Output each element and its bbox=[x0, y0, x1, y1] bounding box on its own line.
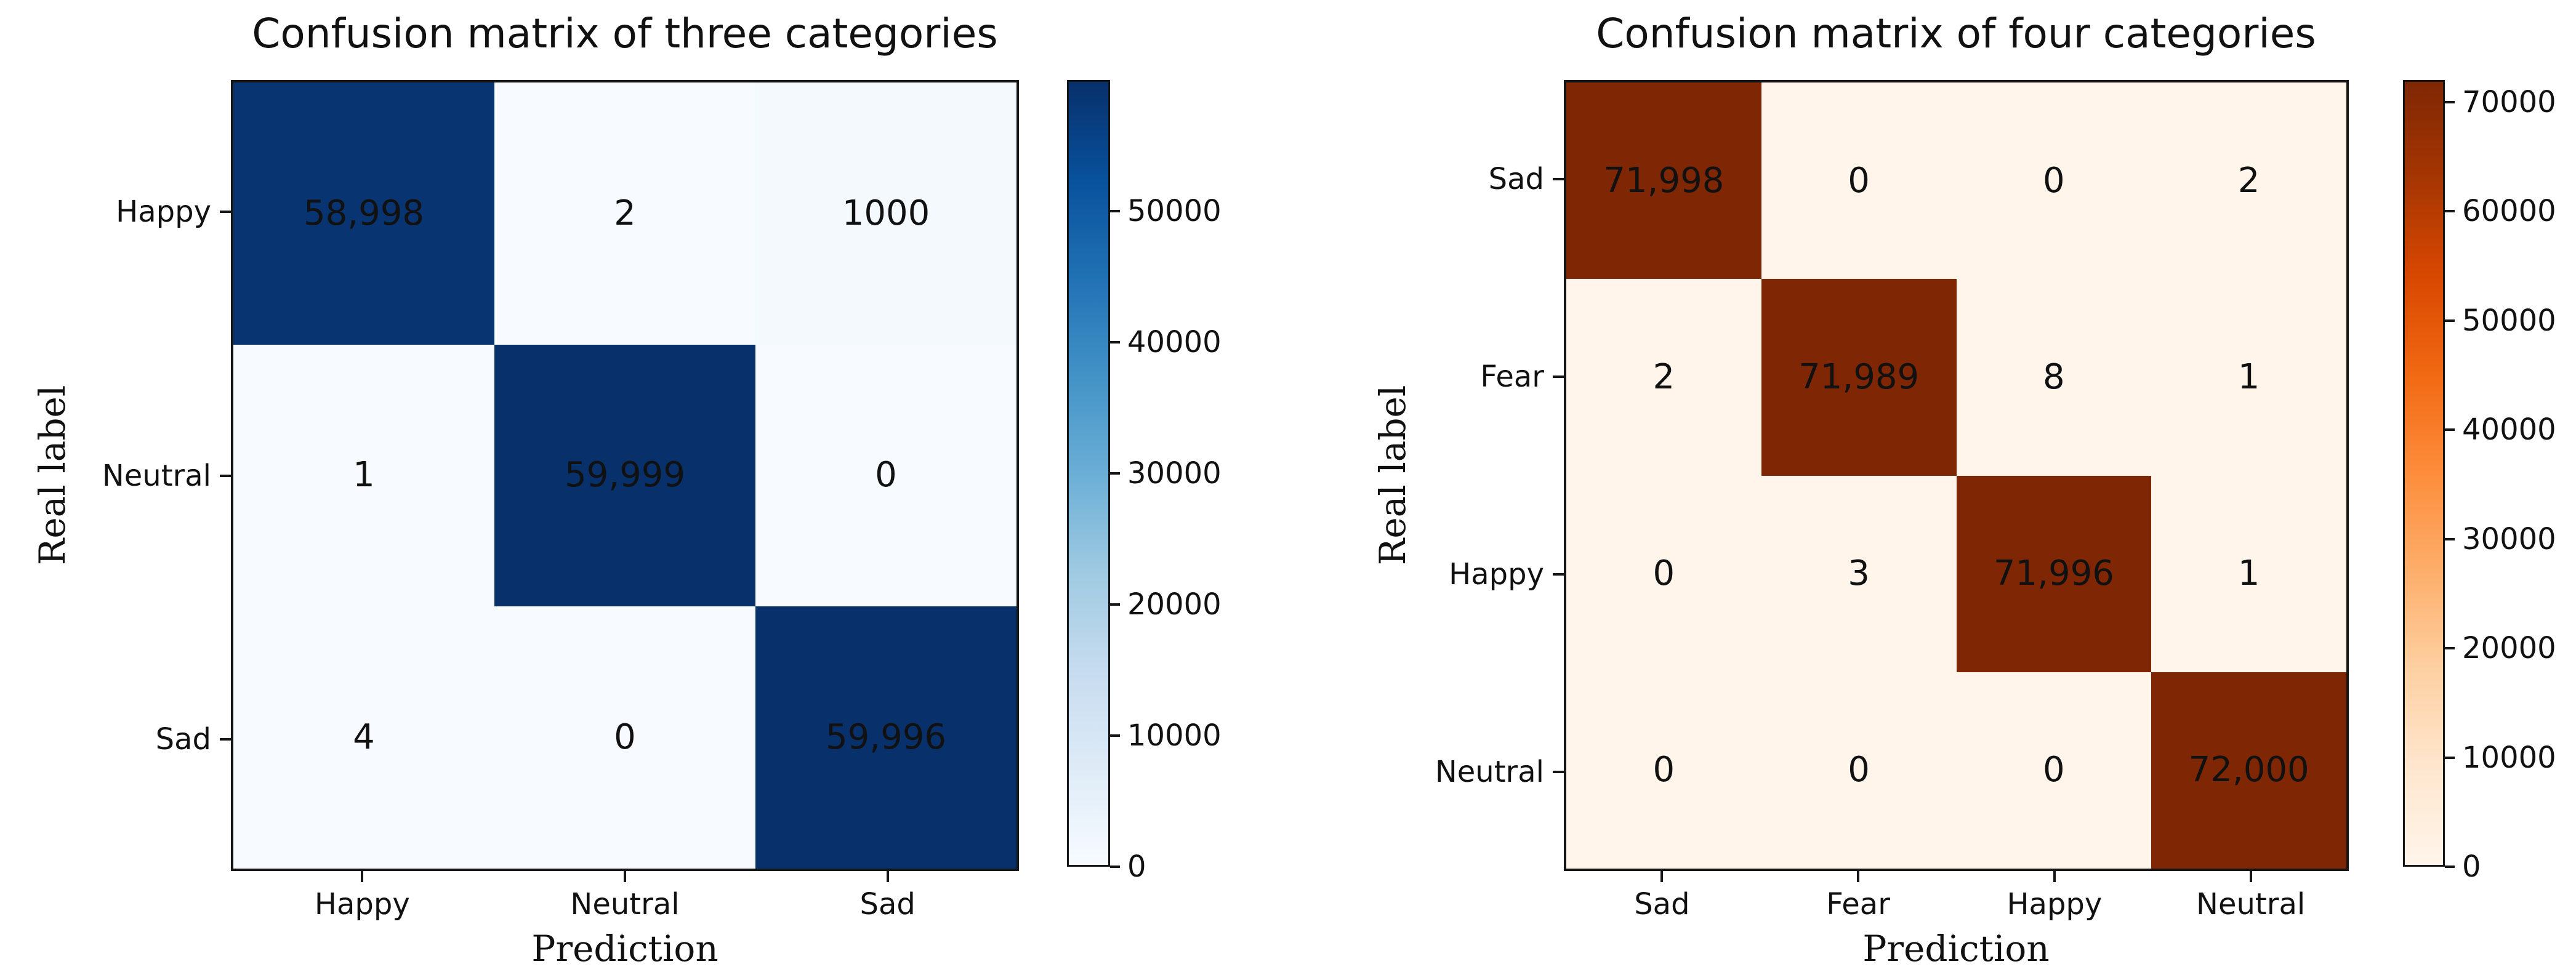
x-tick-label: Sad bbox=[859, 887, 916, 922]
matrix-cell: 0 bbox=[1761, 672, 1957, 869]
y-tickmark bbox=[220, 737, 231, 741]
colorbar-tick-label: 30000 bbox=[1127, 456, 1222, 491]
y-tickmark bbox=[1553, 375, 1564, 378]
colorbar-tickmark bbox=[1110, 734, 1120, 737]
colorbar-blues bbox=[1067, 80, 1110, 867]
matrix-cell: 1 bbox=[233, 344, 494, 607]
colorbar-tick-label: 50000 bbox=[2462, 303, 2556, 338]
y-axis-label-real-label-right: Real label bbox=[1372, 385, 1414, 566]
colorbar-tickmark bbox=[2445, 537, 2455, 540]
matrix-cell: 71,996 bbox=[1956, 475, 2152, 672]
y-tickmark bbox=[220, 474, 231, 477]
x-tickmark bbox=[361, 871, 364, 882]
colorbar-tick-label: 20000 bbox=[1127, 587, 1222, 622]
colorbar-tickmark bbox=[1110, 603, 1120, 606]
y-tickmark bbox=[1553, 771, 1564, 774]
x-tick-label: Happy bbox=[2006, 887, 2103, 922]
heatmap-grid-three-categories: 58,998 2 1000 1 59,999 0 4 0 59,996 bbox=[231, 80, 1019, 871]
x-tickmark bbox=[2053, 871, 2056, 882]
y-tick-label: Sad bbox=[1488, 161, 1544, 196]
matrix-cell: 4 bbox=[233, 606, 494, 869]
colorbar-tick-label: 10000 bbox=[2462, 740, 2556, 775]
colorbar-tickmark bbox=[2445, 319, 2455, 322]
x-tick-label: Sad bbox=[1634, 887, 1690, 922]
x-tickmark bbox=[624, 871, 626, 882]
y-tick-label: Happy bbox=[1449, 557, 1544, 592]
x-tickmark bbox=[1660, 871, 1664, 882]
y-tickmark bbox=[1553, 573, 1564, 576]
x-tickmark bbox=[886, 871, 889, 882]
x-axis-label-prediction-left: Prediction bbox=[531, 928, 718, 970]
x-tick-label: Neutral bbox=[2196, 887, 2306, 922]
colorbar-tickmark bbox=[1110, 866, 1120, 868]
colorbar-oranges bbox=[2403, 80, 2445, 867]
colorbar-tick-label: 0 bbox=[2462, 849, 2481, 884]
matrix-cell: 58,998 bbox=[233, 82, 494, 345]
y-tick-label: Sad bbox=[155, 721, 211, 757]
chart-title-three-categories: Confusion matrix of three categories bbox=[252, 10, 998, 57]
matrix-cell: 2 bbox=[494, 82, 755, 345]
colorbar-tick-label: 40000 bbox=[2462, 412, 2556, 447]
colorbar-tickmark bbox=[2445, 647, 2455, 649]
x-tickmark bbox=[1857, 871, 1860, 882]
x-tick-label: Happy bbox=[314, 887, 410, 922]
matrix-cell: 59,996 bbox=[755, 606, 1016, 869]
colorbar-tick-label: 10000 bbox=[1127, 718, 1222, 753]
y-tick-label: Happy bbox=[116, 195, 211, 230]
colorbar-tick-label: 40000 bbox=[1127, 324, 1222, 359]
y-axis-label-real-label-left: Real label bbox=[31, 385, 73, 566]
y-tickmark bbox=[1553, 177, 1564, 180]
matrix-cell: 3 bbox=[1761, 475, 1957, 672]
colorbar-tickmark bbox=[2445, 210, 2455, 212]
y-tick-label: Fear bbox=[1480, 359, 1544, 394]
heatmap-grid-four-categories: 71,998 0 0 2 2 71,989 8 1 0 3 71,996 1 0 0 0 72,000 bbox=[1564, 80, 2349, 871]
colorbar-tick-label: 70000 bbox=[2462, 84, 2556, 119]
chart-title-four-categories: Confusion matrix of four categories bbox=[1596, 10, 2316, 57]
colorbar-tickmark bbox=[2445, 866, 2455, 868]
matrix-cell: 59,999 bbox=[494, 344, 755, 607]
matrix-cell: 0 bbox=[1566, 475, 1761, 672]
colorbar-tick-label: 0 bbox=[1127, 849, 1146, 884]
colorbar-tick-label: 60000 bbox=[2462, 194, 2556, 228]
matrix-cell: 1000 bbox=[755, 82, 1016, 345]
matrix-cell: 0 bbox=[1956, 672, 2152, 869]
colorbar-tick-label: 20000 bbox=[2462, 631, 2556, 665]
matrix-cell: 2 bbox=[1566, 279, 1761, 476]
colorbar-tick-label: 30000 bbox=[2462, 521, 2556, 556]
matrix-cell: 0 bbox=[1761, 82, 1957, 279]
colorbar-tickmark bbox=[2445, 428, 2455, 431]
matrix-cell: 0 bbox=[1566, 672, 1761, 869]
y-tick-label: Neutral bbox=[1435, 755, 1544, 790]
matrix-cell: 0 bbox=[494, 606, 755, 869]
matrix-cell: 72,000 bbox=[2151, 672, 2346, 869]
x-tick-label: Fear bbox=[1826, 887, 1890, 922]
x-axis-label-prediction-right: Prediction bbox=[1862, 928, 2050, 970]
matrix-cell: 71,989 bbox=[1761, 279, 1957, 476]
x-tickmark bbox=[2249, 871, 2252, 882]
matrix-cell: 0 bbox=[1956, 82, 2152, 279]
matrix-cell: 71,998 bbox=[1566, 82, 1761, 279]
colorbar-tickmark bbox=[1110, 472, 1120, 475]
matrix-cell: 0 bbox=[755, 344, 1016, 607]
matrix-cell: 1 bbox=[2151, 475, 2346, 672]
colorbar-tickmark bbox=[1110, 340, 1120, 343]
colorbar-tickmark bbox=[2445, 100, 2455, 103]
colorbar-tickmark bbox=[1110, 209, 1120, 212]
matrix-cell: 2 bbox=[2151, 82, 2346, 279]
matrix-cell: 1 bbox=[2151, 279, 2346, 476]
colorbar-tick-label: 50000 bbox=[1127, 193, 1222, 228]
matrix-cell: 8 bbox=[1956, 279, 2152, 476]
y-tick-label: Neutral bbox=[102, 458, 211, 493]
colorbar-tickmark bbox=[2445, 756, 2455, 759]
x-tick-label: Neutral bbox=[570, 887, 680, 922]
y-tickmark bbox=[220, 211, 231, 214]
